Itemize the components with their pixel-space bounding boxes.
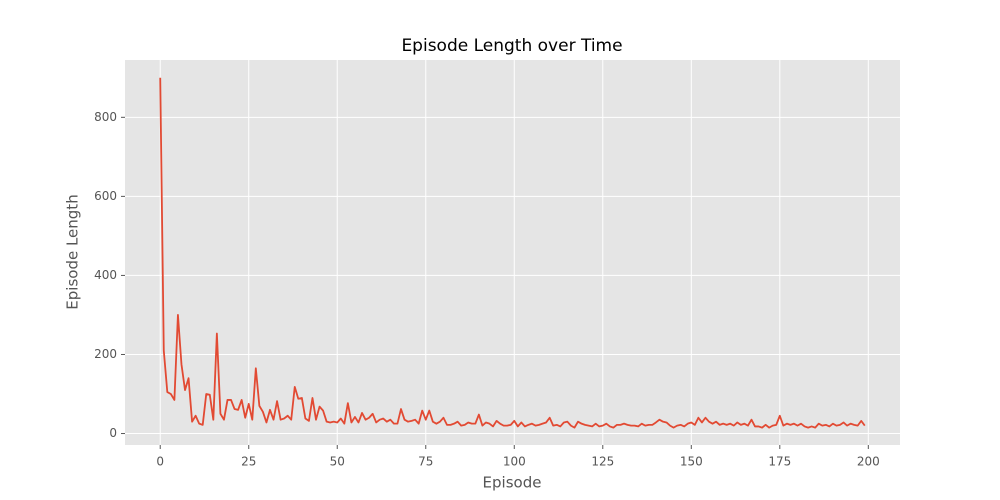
x-tick-label: 150 — [680, 455, 703, 469]
y-tick-label: 200 — [94, 347, 117, 361]
y-tick-label: 800 — [94, 110, 117, 124]
x-axis-label: Episode — [483, 474, 542, 492]
chart-title: Episode Length over Time — [401, 36, 622, 56]
y-tick-label: 0 — [109, 426, 117, 440]
x-tick-label: 125 — [591, 455, 614, 469]
x-tick-label: 75 — [418, 455, 433, 469]
line — [159, 77, 866, 429]
x-tick-label: 200 — [857, 455, 880, 469]
x-tick-label: 25 — [241, 455, 256, 469]
x-tick-label: 175 — [768, 455, 791, 469]
x-tick-label: 0 — [156, 455, 164, 469]
y-tick-label: 600 — [94, 189, 117, 203]
x-tick-label: 100 — [503, 455, 526, 469]
y-tick-label: 400 — [94, 268, 117, 282]
y-axis-label: Episode Length — [64, 194, 82, 309]
x-tick-label: 50 — [330, 455, 345, 469]
